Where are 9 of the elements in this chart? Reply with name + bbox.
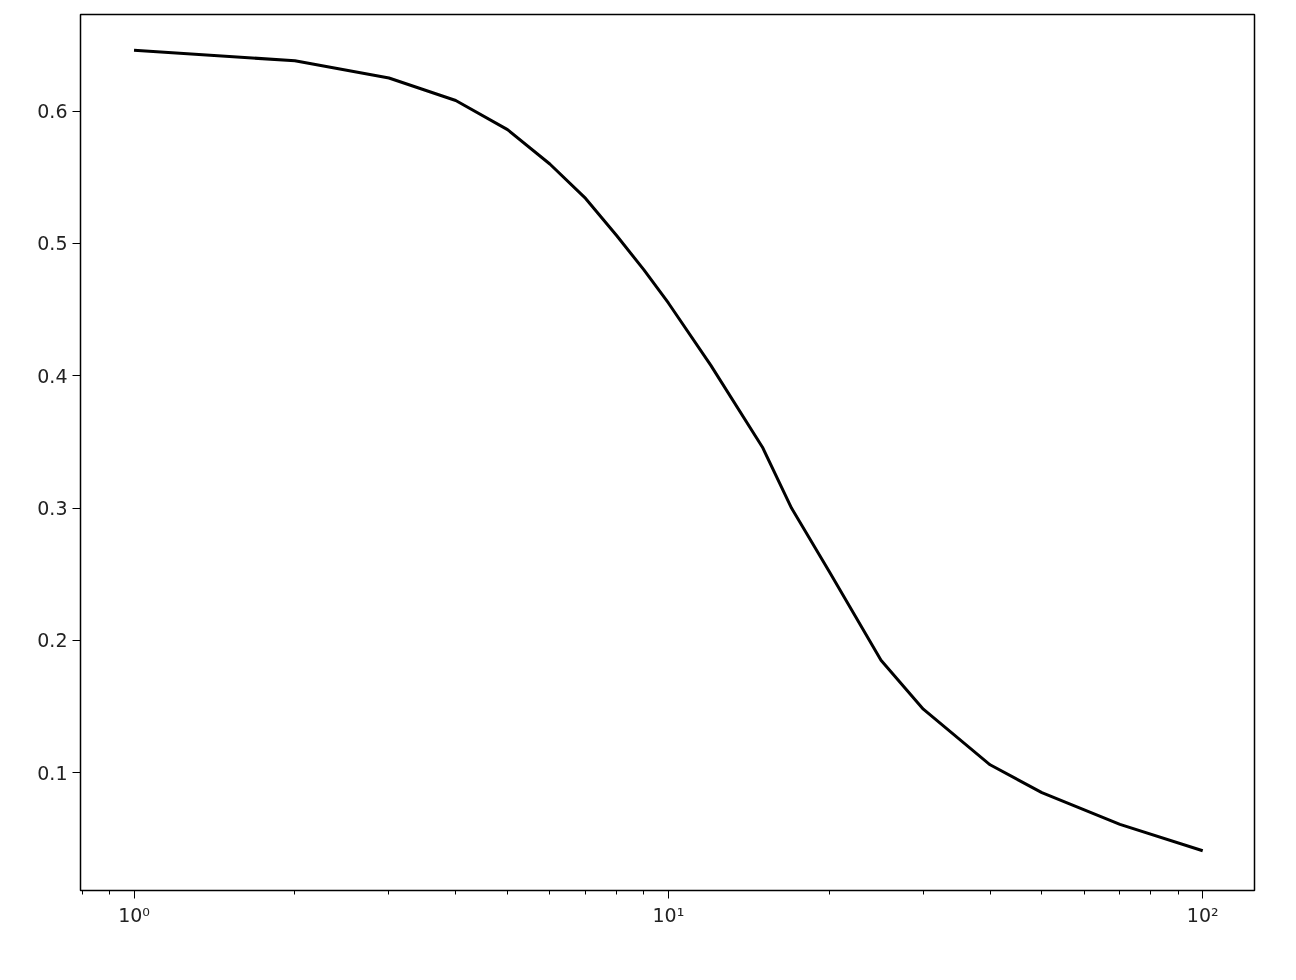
x-tick-label: 10⁰ (118, 903, 150, 926)
y-tick-label: 0.2 (37, 629, 68, 652)
y-tick-label: 0.4 (37, 364, 68, 387)
x-tick-label: 10² (1186, 903, 1219, 926)
y-tick-label: 0.5 (37, 232, 68, 255)
y-tick-label: 0.3 (37, 497, 68, 520)
y-tick-label: 0.6 (37, 100, 68, 123)
x-tick-label: 10¹ (652, 903, 685, 926)
y-tick-label: 0.1 (37, 761, 68, 784)
